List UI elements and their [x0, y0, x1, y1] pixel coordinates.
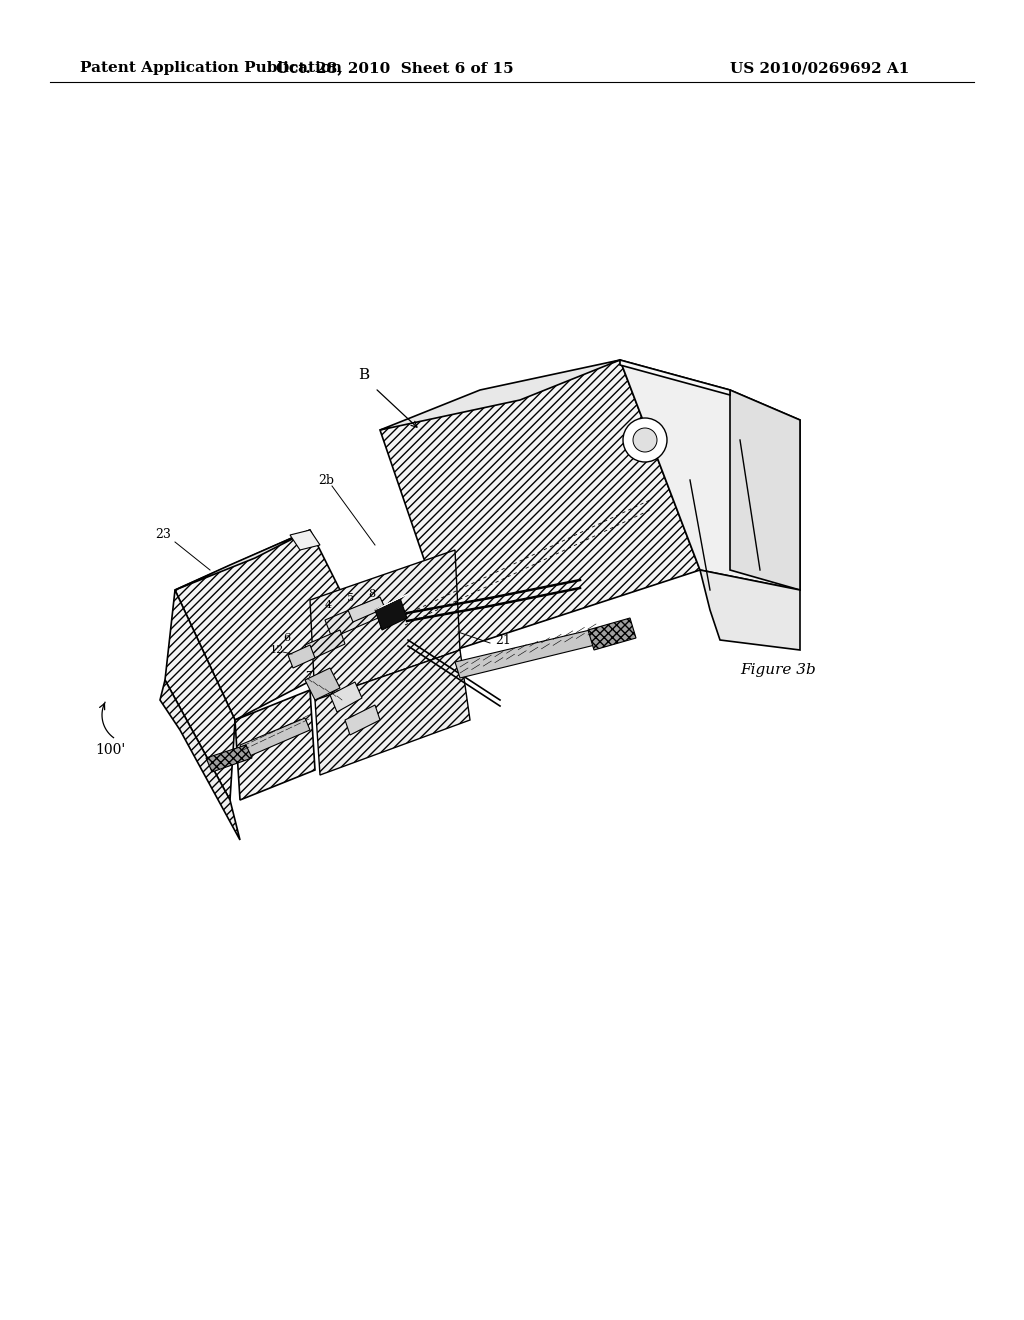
Polygon shape [325, 598, 385, 638]
Text: 6: 6 [332, 690, 339, 700]
Circle shape [623, 418, 667, 462]
Polygon shape [165, 590, 234, 800]
Polygon shape [234, 690, 315, 800]
Text: 2b: 2b [318, 474, 334, 487]
Polygon shape [305, 630, 345, 660]
Polygon shape [160, 680, 240, 840]
Text: 100': 100' [95, 743, 125, 756]
Polygon shape [310, 550, 460, 700]
Text: Figure 3b: Figure 3b [740, 663, 816, 677]
Text: Oct. 28, 2010  Sheet 6 of 15: Oct. 28, 2010 Sheet 6 of 15 [276, 61, 514, 75]
Text: B: B [358, 368, 369, 381]
Polygon shape [588, 618, 636, 649]
Polygon shape [206, 744, 252, 772]
Polygon shape [345, 705, 380, 735]
Polygon shape [315, 649, 470, 775]
Polygon shape [175, 531, 370, 719]
Text: 14: 14 [350, 715, 365, 725]
Text: US 2010/0269692 A1: US 2010/0269692 A1 [730, 61, 909, 75]
Polygon shape [330, 682, 362, 711]
Polygon shape [380, 360, 620, 430]
Polygon shape [290, 531, 319, 550]
Polygon shape [240, 718, 310, 758]
Text: 12: 12 [270, 645, 285, 655]
Text: 21: 21 [495, 634, 511, 647]
Polygon shape [620, 360, 800, 590]
Polygon shape [305, 668, 340, 700]
Text: 4: 4 [325, 601, 332, 610]
Text: 7: 7 [305, 671, 312, 681]
Polygon shape [620, 360, 730, 395]
Text: Patent Application Publication: Patent Application Publication [80, 61, 342, 75]
Polygon shape [730, 389, 800, 590]
Polygon shape [455, 630, 595, 678]
Text: 8: 8 [368, 589, 375, 599]
Text: 5: 5 [347, 593, 354, 603]
Polygon shape [700, 570, 800, 649]
Polygon shape [375, 598, 407, 630]
Text: 6: 6 [283, 634, 290, 643]
Polygon shape [348, 597, 385, 622]
Polygon shape [380, 360, 700, 649]
Circle shape [633, 428, 657, 451]
Polygon shape [288, 645, 315, 668]
Text: 23: 23 [155, 528, 171, 541]
Polygon shape [175, 531, 310, 590]
